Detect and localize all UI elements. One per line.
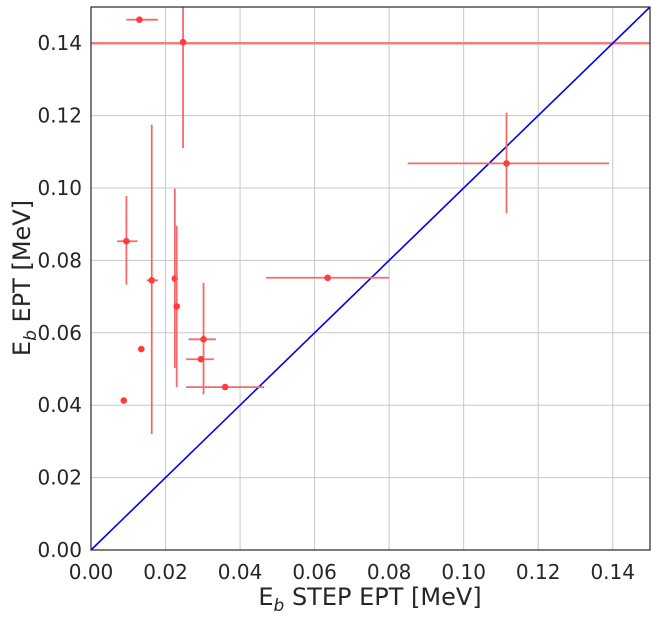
y-tick-label: 0.00 (37, 538, 82, 562)
y-tick-label: 0.10 (37, 176, 82, 200)
y-axis-label-subscript: b (21, 330, 41, 341)
x-tick-label: 0.00 (69, 560, 114, 584)
x-tick-label: 0.14 (590, 560, 635, 584)
data-point (503, 160, 510, 167)
data-point-group (179, 7, 187, 149)
x-tick-label: 0.02 (143, 560, 188, 584)
data-point-group (126, 16, 159, 23)
x-axis-label: Eb STEP EPT [MeV] (258, 583, 481, 616)
data-point-group (266, 274, 390, 282)
data-series (90, 6, 651, 551)
y-tick-labels: 0.00 0.02 0.04 0.06 0.08 0.10 0.12 0.14 (37, 31, 82, 562)
data-point-group (186, 383, 265, 391)
plot-frame (90, 6, 651, 551)
data-point (123, 237, 130, 245)
data-point-group (117, 195, 138, 285)
data-point-group (188, 282, 216, 395)
data-point-group (186, 355, 214, 363)
x-axis-label-subscript: b (274, 596, 285, 616)
x-tick-label: 0.08 (367, 560, 412, 584)
y-tick-label: 0.14 (37, 31, 82, 55)
y-tick-label: 0.02 (37, 466, 82, 490)
x-tick-label: 0.12 (516, 560, 561, 584)
data-point-group (173, 226, 181, 388)
y-tick-label: 0.08 (37, 248, 82, 272)
data-point (179, 38, 187, 46)
data-point (120, 397, 128, 404)
y-axis-label: Eb EPT [MeV] (8, 200, 41, 356)
y-tick-label: 0.04 (37, 393, 82, 417)
data-point (324, 274, 331, 282)
data-point-group (407, 112, 610, 214)
data-point (200, 336, 207, 343)
data-point (148, 277, 156, 284)
data-point (173, 303, 181, 310)
x-tick-label: 0.04 (218, 560, 263, 584)
x-tick-label: 0.06 (292, 560, 337, 584)
data-point-group (120, 397, 128, 404)
x-tick-label: 0.10 (441, 560, 486, 584)
x-tick-labels: 0.00 0.02 0.04 0.06 0.08 0.10 0.12 0.14 (69, 560, 635, 584)
y-tick-label: 0.06 (37, 321, 82, 345)
data-point-group (146, 124, 159, 435)
data-point (221, 383, 229, 391)
data-point (197, 355, 205, 363)
data-point (138, 345, 145, 353)
y-tick-label: 0.12 (37, 104, 82, 128)
data-point-group (138, 345, 145, 353)
data-point (136, 16, 143, 23)
